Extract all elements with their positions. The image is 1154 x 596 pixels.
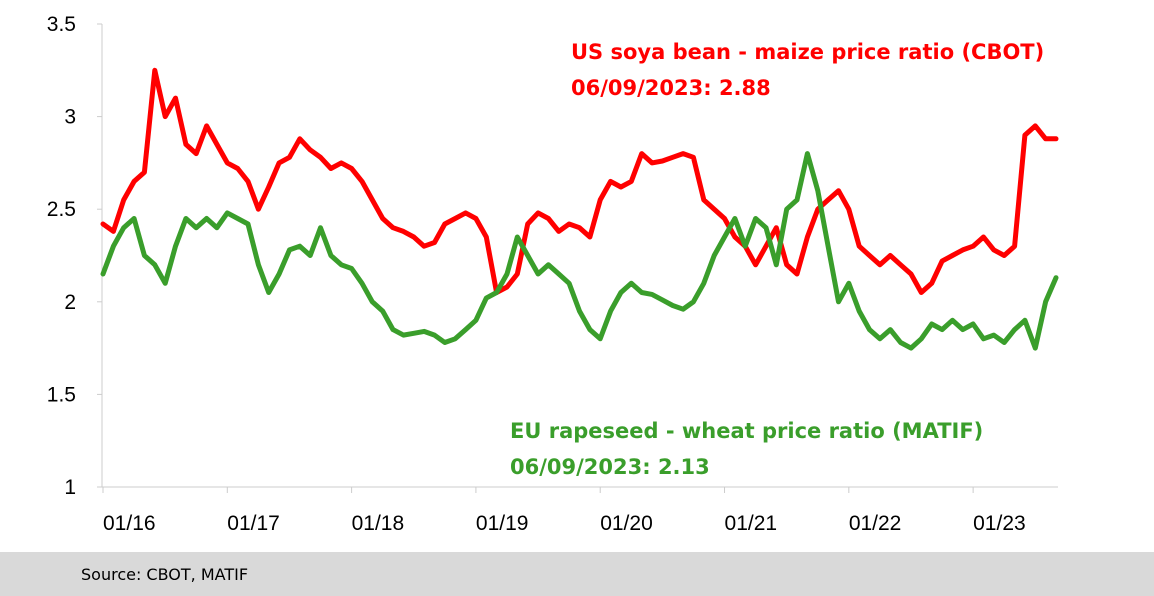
us-annotation-line2: 06/09/2023: 2.88 [571,76,771,100]
series-layer [100,67,1059,351]
x-tick-label: 01/17 [227,512,280,535]
series-line-us [100,67,1059,295]
x-tick-label: 01/23 [973,512,1026,535]
x-tick-label: 01/21 [725,512,778,535]
chart-area: 1 1.5 2 2.5 3 3.5 01/16 01/17 01/18 01/19 01/20 01… [46,13,1059,535]
y-tick-label: 3.5 [47,13,76,36]
y-tick-label: 2.5 [47,198,76,221]
us-annotation-line1: US soya bean - maize price ratio (CBOT) [571,40,1044,64]
x-tick-label: 01/18 [352,512,405,535]
x-tick-label: 01/19 [476,512,529,535]
y-tick-label: 3 [64,106,76,129]
footer-bar: Source: CBOT, MATIF [0,552,1154,596]
eu-annotation-line1: EU rapeseed - wheat price ratio (MATIF) [510,419,983,443]
x-tick-label: 01/20 [600,512,653,535]
x-tick-label: 01/22 [849,512,902,535]
y-tick-label: 1.5 [47,383,76,406]
source-note: Source: CBOT, MATIF [81,565,249,584]
y-tick-label: 2 [64,291,76,314]
x-tick-label: 01/16 [103,512,156,535]
x-axis-ticks: 01/16 01/17 01/18 01/19 01/20 01/21 01/22 01/23 [102,487,1026,535]
y-axis-ticks: 1 1.5 2 2.5 3 3.5 [47,13,102,499]
line-chart: 11.522.533.5 01/16 01/17 01/18 01/19 01/20 01… [47,13,1059,535]
eu-annotation-line2: 06/09/2023: 2.13 [510,455,710,479]
y-tick-label: 1 [64,476,76,499]
